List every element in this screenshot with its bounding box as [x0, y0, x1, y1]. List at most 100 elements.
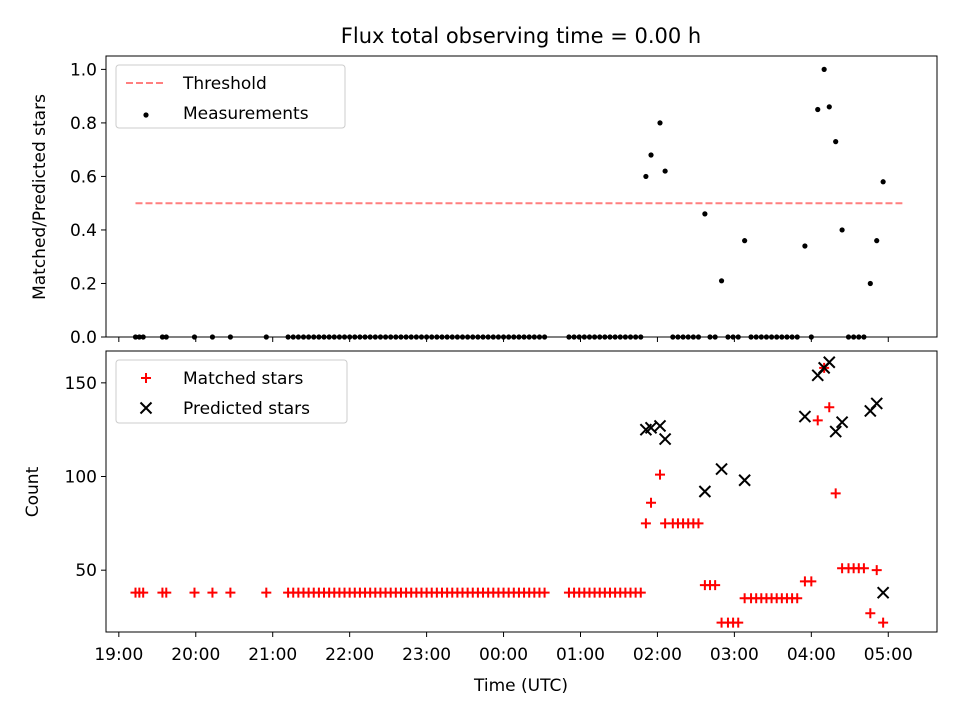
measurement-point	[602, 334, 608, 340]
measurement-point	[159, 334, 166, 340]
measurement-point	[326, 334, 332, 340]
measurement-point	[367, 334, 373, 340]
predicted-star-point	[698, 485, 712, 498]
predicted-star-point	[715, 462, 728, 476]
matched-star-point	[161, 587, 172, 598]
measurement-point	[758, 334, 764, 340]
measurement-point	[643, 173, 649, 180]
matched-star-point	[225, 587, 236, 598]
matched-star-point	[830, 488, 841, 499]
top-y-axis-label: Matched/Predicted stars	[30, 94, 50, 300]
y-tick-label: 0.0	[70, 328, 97, 348]
measurement-point	[779, 334, 785, 340]
measurement-point	[753, 334, 759, 340]
measurement-point	[341, 334, 348, 340]
matched-star-point	[640, 518, 651, 529]
y-tick-label: 0.6	[70, 167, 97, 187]
x-axis-label: Time (UTC)	[473, 676, 568, 696]
measurement-point	[413, 334, 419, 340]
measurement-point	[449, 334, 455, 340]
measurement-point	[347, 334, 353, 340]
measurement-point	[521, 334, 527, 340]
measurement-point	[398, 334, 404, 340]
predicted-star-point	[653, 419, 667, 433]
measurement-point	[833, 139, 839, 145]
predicted-star-point	[829, 425, 842, 438]
measurement-point	[331, 334, 337, 340]
measurement-point	[702, 211, 708, 217]
measurement-point	[439, 334, 445, 340]
legend-measurement-swatch	[143, 112, 149, 118]
matched-star-point	[693, 518, 704, 529]
legend-label: Measurements	[183, 104, 309, 124]
measurement-point	[500, 334, 507, 340]
measurement-point	[612, 334, 618, 340]
measurement-point	[511, 334, 517, 340]
x-tick-label: 01:00	[556, 645, 605, 665]
measurement-point	[581, 334, 587, 340]
measurement-point	[480, 334, 486, 340]
matched-star-point	[646, 497, 657, 508]
measurement-point	[531, 334, 537, 340]
legend-box	[115, 64, 346, 129]
measurement-point	[845, 334, 852, 340]
matched-star-point	[792, 593, 803, 604]
measurement-point	[454, 334, 460, 340]
top-chart-title: Flux total observing time = 0.00 h	[341, 24, 701, 48]
measurement-point	[735, 334, 741, 340]
y-tick-label: 0.8	[70, 114, 97, 134]
x-tick-label: 21:00	[248, 645, 297, 665]
measurement-point	[867, 280, 873, 287]
measurement-point	[300, 334, 307, 340]
measurement-point	[393, 334, 399, 340]
x-tick-label: 22:00	[325, 645, 374, 665]
measurement-point	[444, 334, 450, 340]
measurement-point	[802, 243, 808, 249]
measurement-point	[685, 334, 691, 340]
legend-label: Predicted stars	[183, 399, 310, 419]
top-panel: 0.0 0.2 0.4 0.6 0.8 1.0 Threshold Measurements	[70, 55, 938, 348]
measurement-point	[316, 334, 322, 340]
matched-star-point	[710, 580, 721, 591]
measurement-point	[465, 334, 471, 340]
y-tick-label: 100	[65, 468, 97, 488]
measurement-point	[475, 334, 481, 340]
measurement-point	[725, 334, 731, 340]
measurement-point	[648, 152, 654, 158]
measurement-point	[742, 238, 748, 244]
measurement-point	[627, 334, 634, 340]
bottom-panel: 50 100 150 19:00 20:00 21:00 22:00 23:00 00:00 01…	[65, 350, 938, 665]
matched-star-point	[733, 617, 744, 628]
y-tick-label: 50	[75, 561, 97, 581]
measurement-point	[506, 334, 512, 340]
measurement-point	[408, 334, 414, 340]
measurement-point	[730, 334, 736, 340]
measurement-point	[617, 334, 623, 340]
measurement-point	[695, 334, 702, 340]
measurement-point	[526, 334, 532, 340]
measurement-point	[541, 334, 548, 340]
predicted-star-point	[870, 397, 883, 410]
measurement-point	[748, 334, 754, 340]
measurement-point	[880, 179, 886, 185]
predicted-star-point	[876, 586, 890, 599]
measurement-point	[670, 334, 676, 340]
measurement-point	[285, 334, 291, 340]
measurement-point	[571, 334, 577, 340]
measurement-point	[377, 334, 384, 340]
measurement-point	[675, 334, 681, 340]
measurement-point	[763, 334, 770, 340]
measurement-point	[191, 334, 198, 340]
measurement-point	[591, 334, 598, 340]
matched-star-point	[539, 587, 550, 598]
measurement-point	[633, 334, 639, 340]
measurement-point	[495, 334, 502, 340]
predicted-star-point	[823, 356, 836, 369]
matched-star-point	[261, 587, 272, 598]
plot-frame	[105, 350, 938, 633]
x-tick-label: 04:00	[787, 645, 836, 665]
matched-star-point	[824, 402, 835, 413]
y-tick-label: 0.2	[70, 274, 97, 294]
measurement-point	[388, 334, 394, 340]
